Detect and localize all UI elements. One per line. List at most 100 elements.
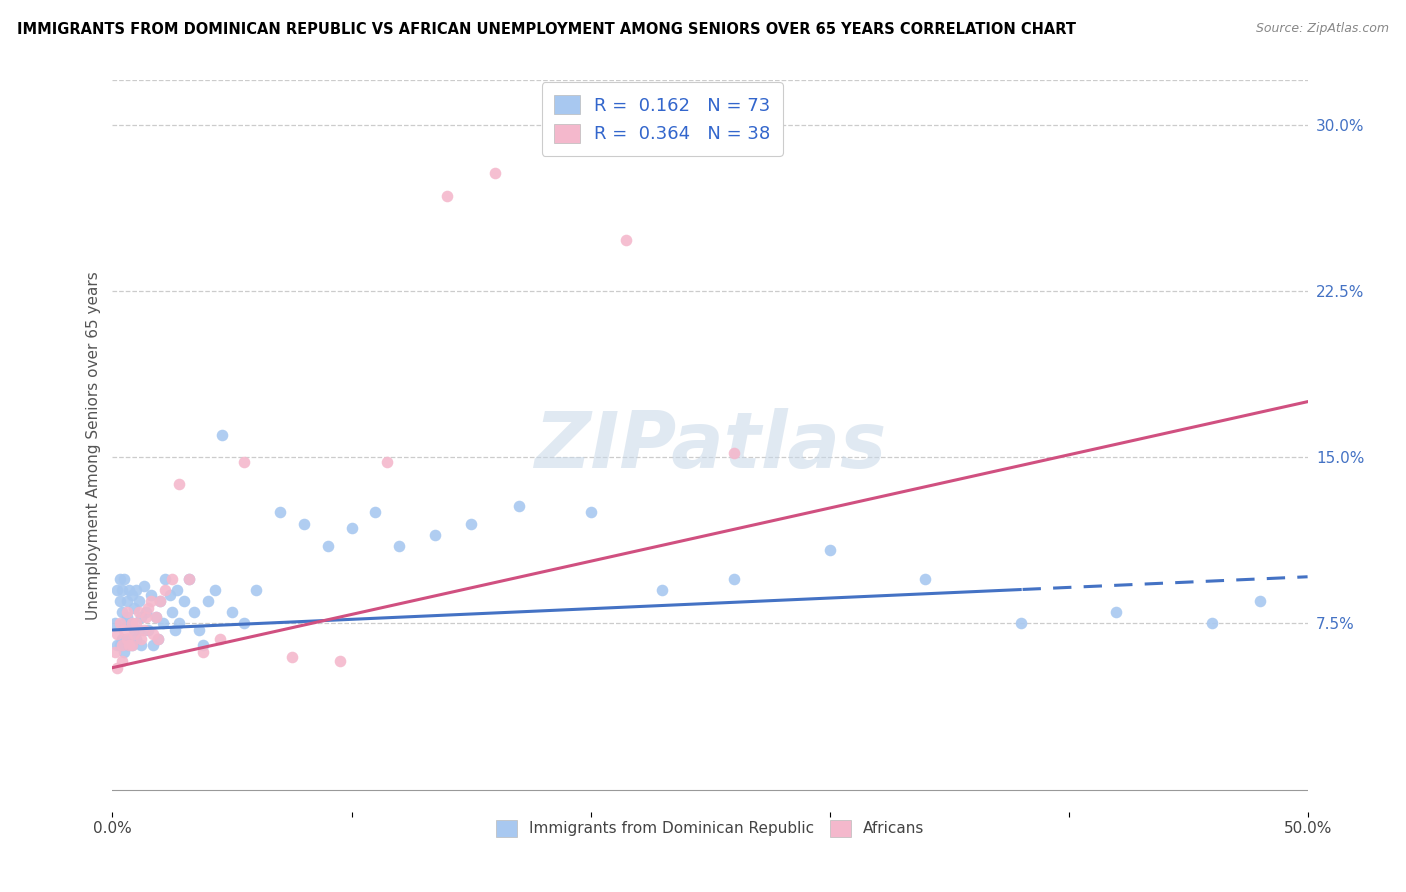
Point — [108, 572, 131, 586]
Point — [183, 605, 205, 619]
Point — [129, 609, 152, 624]
Point — [616, 233, 638, 247]
Point — [169, 616, 191, 631]
Point — [818, 543, 841, 558]
Point — [139, 594, 162, 608]
Point — [108, 639, 131, 653]
Point — [115, 632, 138, 646]
Point — [118, 639, 141, 653]
Point — [132, 579, 155, 593]
Point — [233, 454, 256, 468]
Point — [105, 627, 128, 641]
Point — [121, 639, 143, 653]
Point — [128, 594, 150, 608]
Point — [193, 645, 215, 659]
Point — [118, 639, 141, 653]
Point — [197, 594, 219, 608]
Point — [115, 609, 138, 624]
Point — [138, 600, 160, 615]
Point — [121, 587, 143, 601]
Point — [105, 583, 128, 598]
Point — [115, 594, 138, 608]
Point — [149, 594, 172, 608]
Point — [129, 632, 152, 646]
Point — [169, 476, 191, 491]
Point — [233, 616, 256, 631]
Point — [436, 188, 458, 202]
Point — [104, 616, 127, 631]
Point — [723, 445, 745, 459]
Point — [159, 587, 181, 601]
Point — [914, 572, 936, 586]
Point — [128, 623, 150, 637]
Point — [723, 572, 745, 586]
Point — [149, 594, 172, 608]
Point — [193, 639, 215, 653]
Point — [1105, 605, 1128, 619]
Y-axis label: Unemployment Among Seniors over 65 years: Unemployment Among Seniors over 65 years — [86, 272, 101, 620]
Point — [145, 609, 167, 624]
Point — [139, 587, 162, 601]
Point — [138, 623, 160, 637]
Point — [146, 632, 169, 646]
Point — [125, 616, 148, 631]
Point — [245, 583, 267, 598]
Point — [142, 639, 165, 653]
Point — [209, 632, 232, 646]
Point — [105, 660, 128, 674]
Point — [292, 516, 315, 531]
Point — [177, 572, 200, 586]
Point — [177, 572, 200, 586]
Point — [211, 428, 233, 442]
Point — [121, 639, 143, 653]
Point — [115, 632, 138, 646]
Point — [111, 632, 134, 646]
Point — [122, 627, 145, 641]
Point — [146, 632, 169, 646]
Point — [162, 605, 183, 619]
Point — [125, 583, 148, 598]
Point — [121, 616, 143, 631]
Point — [135, 605, 157, 619]
Point — [108, 616, 131, 631]
Point — [105, 639, 128, 653]
Point — [651, 583, 673, 598]
Point — [579, 506, 602, 520]
Legend: Immigrants from Dominican Republic, Africans: Immigrants from Dominican Republic, Afri… — [488, 813, 932, 845]
Point — [316, 539, 339, 553]
Point — [187, 623, 209, 637]
Point — [114, 616, 135, 631]
Point — [153, 572, 176, 586]
Point — [153, 583, 176, 598]
Point — [269, 506, 291, 520]
Point — [111, 654, 134, 668]
Point — [388, 539, 411, 553]
Point — [114, 623, 135, 637]
Point — [329, 654, 352, 668]
Text: ZIPatlas: ZIPatlas — [534, 408, 886, 484]
Point — [152, 616, 174, 631]
Point — [114, 572, 135, 586]
Point — [162, 572, 183, 586]
Point — [281, 649, 304, 664]
Point — [125, 632, 148, 646]
Point — [145, 609, 167, 624]
Point — [142, 627, 165, 641]
Point — [204, 583, 226, 598]
Point — [425, 527, 447, 541]
Point — [163, 623, 186, 637]
Point — [122, 600, 145, 615]
Point — [111, 583, 134, 598]
Point — [221, 605, 243, 619]
Point — [1201, 616, 1223, 631]
Point — [128, 605, 150, 619]
Point — [121, 616, 143, 631]
Point — [115, 605, 138, 619]
Point — [104, 645, 127, 659]
Point — [166, 583, 188, 598]
Point — [508, 499, 530, 513]
Point — [1010, 616, 1032, 631]
Point — [108, 594, 131, 608]
Text: Source: ZipAtlas.com: Source: ZipAtlas.com — [1256, 22, 1389, 36]
Point — [111, 605, 134, 619]
